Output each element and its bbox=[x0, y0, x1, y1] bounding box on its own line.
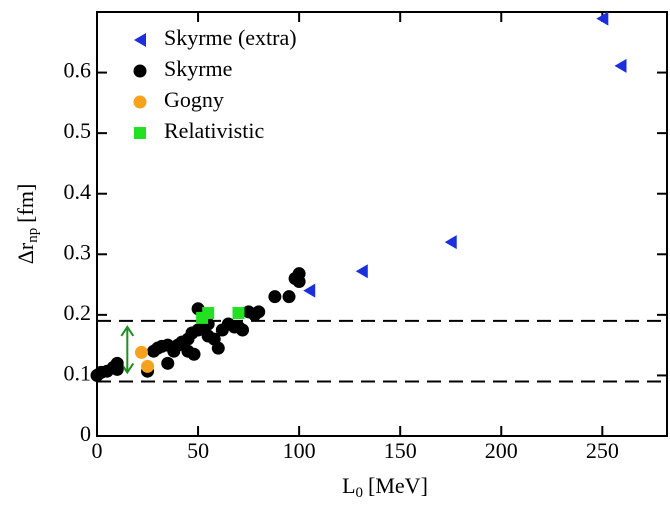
point bbox=[236, 323, 250, 337]
legend-label: Skyrme bbox=[164, 56, 232, 81]
point bbox=[110, 362, 124, 376]
y-tick-label: 0.2 bbox=[64, 300, 92, 325]
y-tick-label: 0.6 bbox=[64, 58, 92, 83]
y-tick-label: 0 bbox=[80, 421, 91, 446]
point bbox=[268, 290, 282, 304]
x-label-main: L bbox=[342, 473, 355, 498]
y-tick-label: 0.4 bbox=[64, 179, 92, 204]
legend-marker bbox=[133, 95, 147, 109]
legend-marker bbox=[134, 127, 146, 139]
plot-frame bbox=[96, 11, 668, 437]
x-axis-label: L0 [MeV] bbox=[342, 473, 428, 500]
legend-label: Relativistic bbox=[164, 118, 264, 143]
point bbox=[282, 290, 296, 304]
point bbox=[232, 307, 245, 320]
point bbox=[134, 345, 148, 359]
legend-marker bbox=[133, 64, 147, 78]
y-label-unit: [fm] bbox=[13, 184, 38, 223]
point bbox=[161, 356, 175, 370]
y-axis-label: Δrnp [fm] bbox=[13, 184, 41, 265]
point bbox=[303, 283, 316, 298]
x-label-sub: 0 bbox=[356, 485, 364, 500]
arrow-head bbox=[120, 362, 135, 375]
point bbox=[355, 264, 368, 279]
legend-label: Skyrme (extra) bbox=[164, 25, 297, 50]
x-tick-label: 0 bbox=[92, 438, 103, 463]
point bbox=[211, 341, 225, 355]
y-tick-label: 0.5 bbox=[64, 118, 92, 143]
x-tick-label: 150 bbox=[384, 438, 417, 463]
point bbox=[187, 347, 201, 361]
legend-marker bbox=[134, 33, 146, 47]
x-tick-label: 100 bbox=[283, 438, 316, 463]
point bbox=[614, 58, 627, 73]
x-label-unit: [MeV] bbox=[368, 473, 428, 498]
y-tick-label: 0.1 bbox=[64, 360, 92, 385]
point bbox=[202, 307, 215, 320]
x-tick-label: 50 bbox=[187, 438, 209, 463]
y-label-main: Δr bbox=[13, 242, 38, 264]
point bbox=[596, 11, 609, 26]
x-tick-label: 200 bbox=[485, 438, 518, 463]
y-tick-label: 0.3 bbox=[64, 239, 92, 264]
arrow-head bbox=[120, 325, 135, 337]
point bbox=[141, 359, 155, 373]
point bbox=[292, 275, 306, 289]
legend-label: Gogny bbox=[164, 87, 224, 112]
y-label-sub: np bbox=[25, 228, 41, 243]
point bbox=[444, 235, 457, 250]
point bbox=[252, 305, 266, 319]
x-tick-label: 250 bbox=[586, 438, 619, 463]
